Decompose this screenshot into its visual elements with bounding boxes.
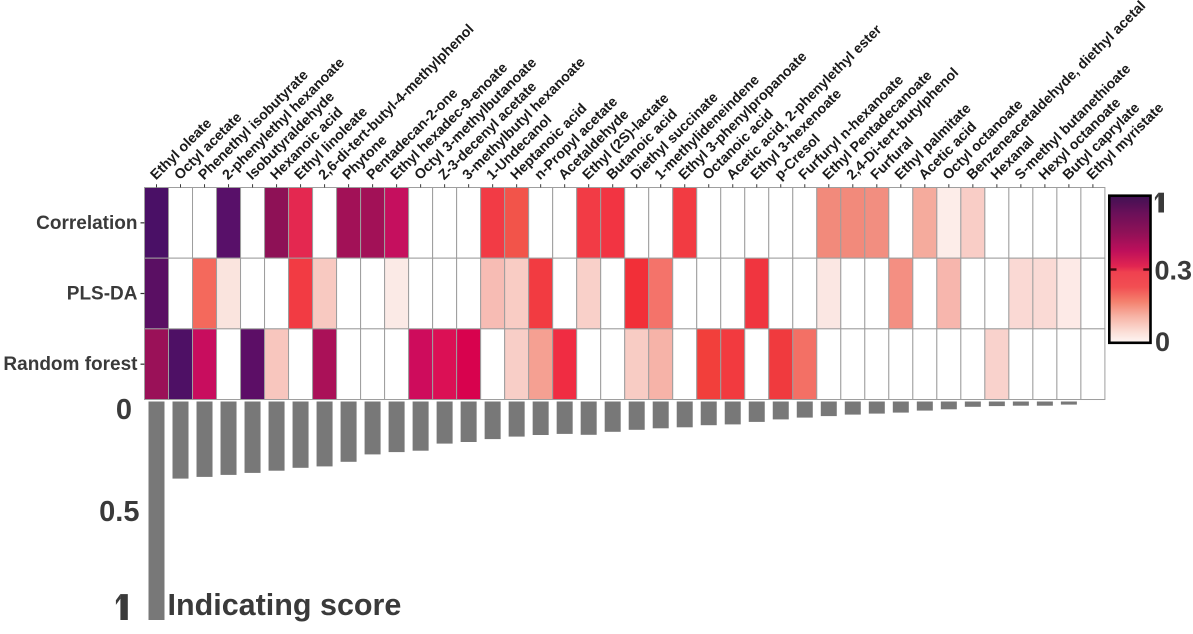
svg-text:Indicating score: Indicating score — [168, 588, 402, 622]
svg-text:Correlation: Correlation — [36, 213, 137, 234]
svg-text:0: 0 — [116, 394, 132, 426]
svg-text:0.3: 0.3 — [1155, 256, 1193, 286]
svg-text:0.5: 0.5 — [99, 496, 139, 528]
svg-text:0: 0 — [1155, 327, 1170, 357]
svg-text:PLS-DA: PLS-DA — [67, 284, 138, 305]
svg-text:Random forest: Random forest — [3, 354, 138, 375]
